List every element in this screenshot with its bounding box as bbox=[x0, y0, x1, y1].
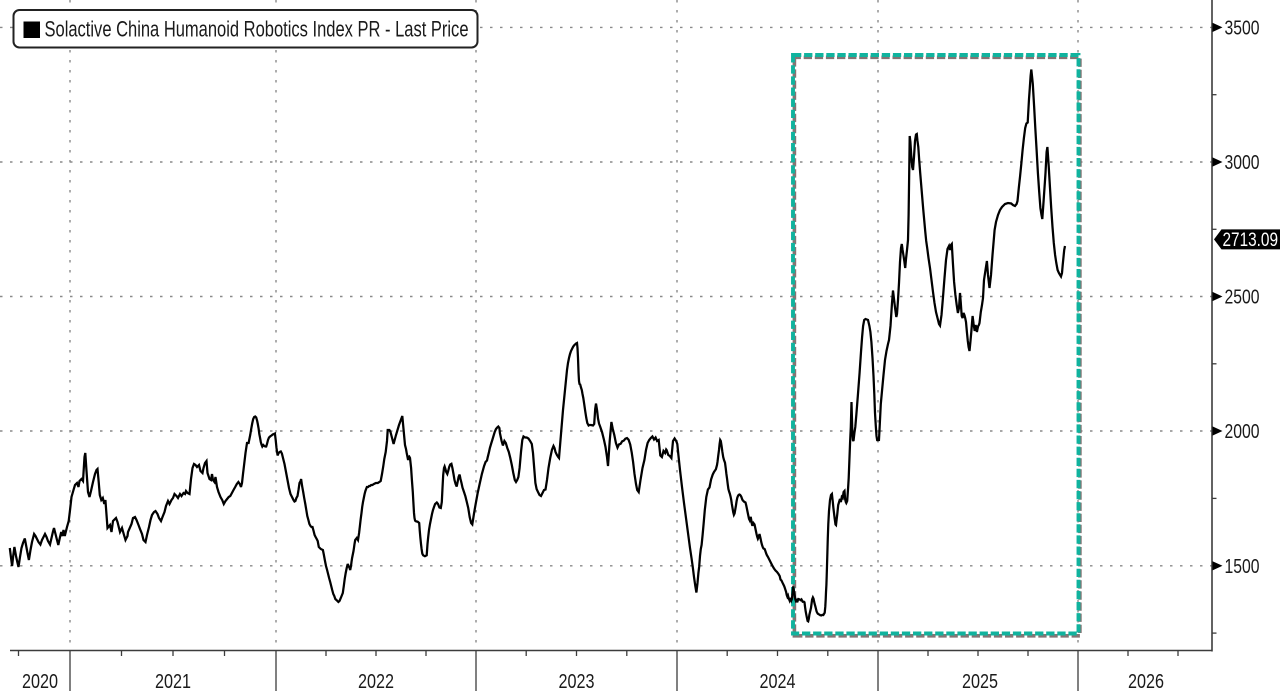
svg-text:2025: 2025 bbox=[962, 671, 998, 693]
svg-text:3000: 3000 bbox=[1225, 152, 1260, 174]
svg-text:2023: 2023 bbox=[559, 671, 595, 693]
svg-text:2022: 2022 bbox=[358, 671, 394, 693]
svg-text:2021: 2021 bbox=[155, 671, 191, 693]
svg-text:2500: 2500 bbox=[1225, 287, 1260, 309]
svg-text:2000: 2000 bbox=[1225, 421, 1260, 443]
svg-text:2020: 2020 bbox=[22, 671, 58, 693]
svg-text:1500: 1500 bbox=[1225, 556, 1260, 578]
svg-text:2026: 2026 bbox=[1128, 671, 1164, 693]
svg-text:3500: 3500 bbox=[1225, 17, 1260, 39]
svg-text:2024: 2024 bbox=[760, 671, 796, 693]
svg-text:2713.09: 2713.09 bbox=[1223, 230, 1279, 251]
svg-text:Solactive China Humanoid Robot: Solactive China Humanoid Robotics Index … bbox=[45, 17, 469, 42]
